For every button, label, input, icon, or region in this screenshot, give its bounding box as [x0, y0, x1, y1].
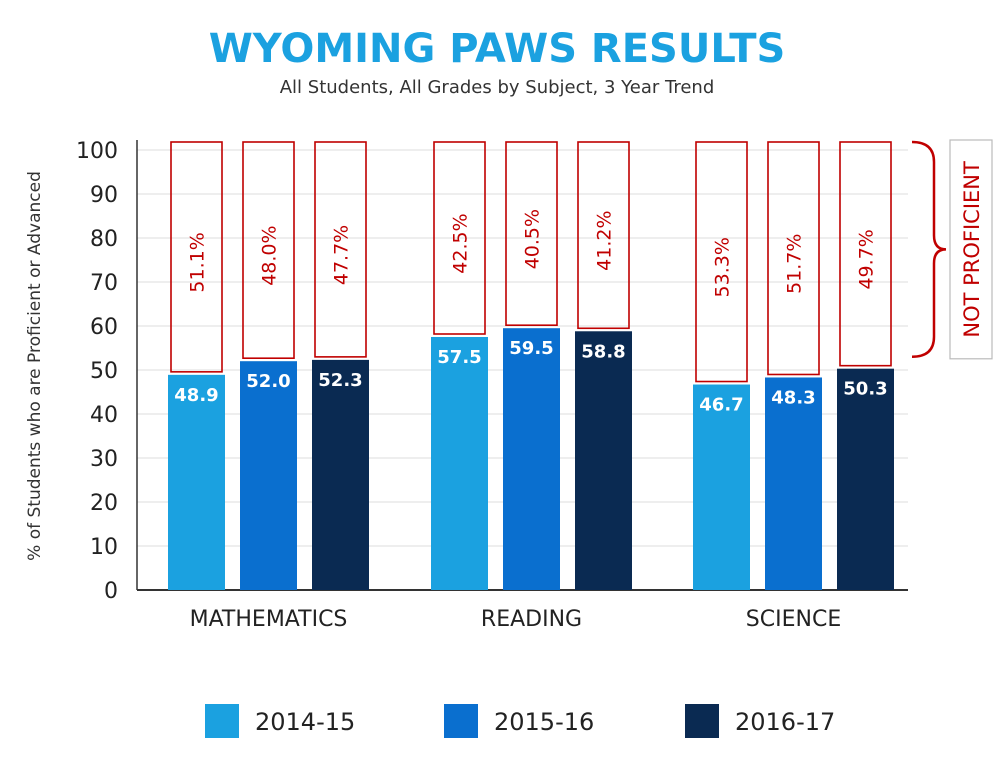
legend-label: 2014-15: [255, 708, 355, 736]
bar-value-label: 48.9: [174, 385, 218, 406]
bar: [575, 331, 632, 590]
y-tick-label: 10: [90, 535, 118, 560]
not-proficient-box: [505, 141, 558, 326]
y-tick-label: 30: [90, 447, 118, 472]
bar-value-label: 52.3: [318, 370, 362, 391]
legend-label: 2016-17: [735, 708, 835, 736]
category-labels: MATHEMATICS READING SCIENCE: [190, 607, 842, 632]
y-tick-label: 50: [90, 359, 118, 384]
not-proficient-box: [839, 141, 892, 367]
not-proficient-label: 51.7%: [784, 234, 806, 294]
category-label: READING: [481, 607, 582, 632]
not-proficient-label: 47.7%: [331, 225, 353, 285]
y-tick-label: 40: [90, 403, 118, 428]
bar: [503, 328, 560, 590]
brace: [911, 140, 947, 359]
chart-subtitle: All Students, All Grades by Subject, 3 Y…: [280, 77, 715, 98]
not-proficient-label: 51.1%: [187, 232, 209, 292]
annotation-box: [949, 139, 993, 360]
bar: [765, 377, 822, 590]
bar: [431, 337, 488, 590]
not-proficient-box: [695, 141, 748, 383]
y-tick-label: 70: [90, 271, 118, 296]
not-proficient-label: 49.7%: [856, 229, 878, 289]
not-proficient-annotation: NOT PROFICIENT: [911, 139, 993, 360]
bar-value-label: 48.3: [771, 387, 815, 408]
category-label: SCIENCE: [746, 607, 841, 632]
not-proficient-label: 42.5%: [450, 213, 472, 273]
bar-value-label: 52.0: [246, 371, 290, 392]
not-proficient-box: [577, 141, 630, 330]
annotation-label: NOT PROFICIENT: [960, 161, 984, 338]
y-tick-label: 90: [90, 183, 118, 208]
legend: 2014-15 2015-16 2016-17: [205, 704, 835, 738]
not-proficient-label: 48.0%: [259, 225, 281, 285]
not-proficient-label: 40.5%: [522, 209, 544, 269]
bar: [837, 368, 894, 590]
not-proficient-box: [767, 141, 820, 376]
legend-swatch: [685, 704, 719, 738]
y-axis-ticks: 0 10 20 30 40 50 60 70 80 90 100: [76, 139, 118, 604]
bar: [312, 359, 369, 590]
y-tick-label: 20: [90, 491, 118, 516]
y-tick-label: 60: [90, 315, 118, 340]
legend-swatch: [444, 704, 478, 738]
bar-value-label: 57.5: [437, 347, 481, 368]
y-tick-label: 100: [76, 139, 118, 164]
legend-label: 2015-16: [494, 708, 594, 736]
not-proficient-box: [433, 141, 486, 335]
not-proficient-box: [242, 141, 295, 359]
not-proficient-label: 53.3%: [712, 237, 734, 297]
bar-value-label: 46.7: [699, 395, 743, 416]
not-proficient-label: 41.2%: [594, 210, 616, 270]
y-tick-label: 0: [104, 579, 118, 604]
y-tick-label: 80: [90, 227, 118, 252]
bar: [693, 384, 750, 590]
bar-value-label: 50.3: [843, 379, 887, 400]
bars: 48.9 51.1% 52.0 48.0% 52.3 47.7% 57.5 42.5% 59.5…: [168, 141, 894, 590]
bar: [240, 361, 297, 590]
y-axis-label: % of Students who are Proficient or Adva…: [25, 171, 45, 561]
chart-title: WYOMING PAWS RESULTS: [209, 26, 786, 72]
not-proficient-box: [314, 141, 367, 358]
bar: [168, 374, 225, 590]
not-proficient-box: [170, 141, 223, 373]
legend-swatch: [205, 704, 239, 738]
bar-value-label: 58.8: [581, 341, 625, 362]
category-label: MATHEMATICS: [190, 607, 348, 632]
bar-value-label: 59.5: [509, 338, 553, 359]
